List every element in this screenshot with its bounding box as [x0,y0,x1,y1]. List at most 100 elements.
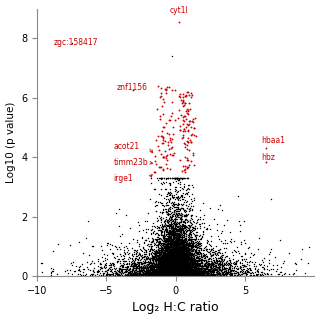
Point [185,266,190,271]
Point [175,268,180,273]
Point [181,240,187,245]
Point [177,260,182,265]
Point [167,206,172,212]
Point [184,267,189,272]
Point [188,244,194,250]
Point [186,140,191,145]
Point [193,263,198,268]
Point [135,268,140,274]
Point [167,261,172,267]
Point [192,268,197,273]
Point [215,265,220,270]
Point [176,271,181,276]
Point [152,264,157,269]
Point [190,236,196,242]
Point [167,270,172,275]
Point [168,256,173,261]
Point [180,260,186,265]
Point [177,250,182,255]
Point [177,274,182,279]
Point [178,267,183,272]
Point [174,268,179,274]
Point [133,270,139,275]
Point [171,272,176,277]
Point [185,217,190,222]
Point [210,261,215,267]
Point [180,250,186,255]
Point [167,261,172,267]
Point [128,271,133,276]
Point [178,261,183,266]
Point [170,272,175,277]
Point [182,253,187,259]
Point [172,270,177,275]
Point [182,224,187,229]
Point [180,252,185,257]
Point [181,255,187,260]
Point [174,252,179,257]
Point [117,260,122,265]
Point [195,273,200,278]
Point [180,265,186,270]
Point [150,253,155,258]
Point [299,256,304,261]
Point [172,267,177,272]
Point [149,261,155,266]
Point [184,272,189,277]
Point [117,258,122,263]
Point [182,269,187,275]
Point [174,266,180,271]
Point [169,271,174,276]
Point [169,237,174,243]
Point [187,269,192,274]
Point [166,271,171,276]
Point [108,247,113,252]
Point [165,271,171,276]
Point [180,271,185,276]
Point [187,262,192,267]
Point [220,252,225,257]
Point [164,242,169,247]
Point [184,245,189,250]
Point [167,248,172,253]
Point [151,260,156,265]
Point [160,263,165,268]
Point [161,241,166,246]
Point [154,251,159,256]
Point [160,257,165,262]
Point [206,263,212,268]
Point [124,273,130,278]
Point [178,257,183,262]
Point [158,270,163,276]
Point [108,268,114,273]
Point [192,231,197,236]
Point [185,269,190,274]
Point [185,273,190,278]
Point [169,268,174,273]
Point [180,265,185,270]
Point [179,265,184,270]
Point [180,224,185,229]
Point [169,269,174,274]
Point [131,260,136,265]
Point [163,237,168,242]
Point [205,262,211,267]
Point [189,265,194,270]
Point [196,270,201,276]
Point [98,262,103,267]
Point [160,253,165,259]
Point [199,220,204,226]
Point [179,267,184,272]
Point [177,264,182,269]
Point [175,270,180,276]
Point [173,256,179,261]
Point [162,269,167,274]
Point [200,252,205,258]
Point [168,263,173,268]
Point [158,267,163,272]
Point [186,269,191,275]
Point [179,263,184,268]
Point [181,199,187,204]
Point [76,264,82,269]
Point [165,258,171,263]
